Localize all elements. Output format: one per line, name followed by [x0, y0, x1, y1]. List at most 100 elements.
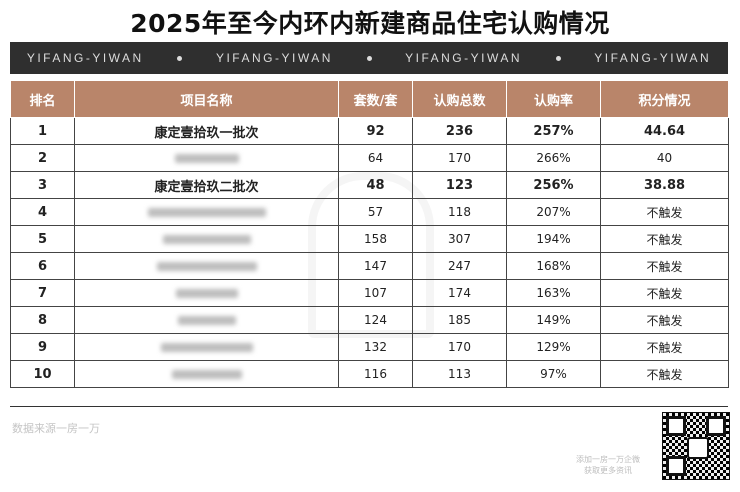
rate-cell: 149%	[506, 306, 601, 334]
project-name-cell: 康定壹拾玖一批次	[74, 117, 339, 145]
header-rank: 排名	[10, 80, 75, 118]
units-cell: 158	[338, 225, 413, 253]
table-row: 10 116 113 97% 不触发	[10, 360, 729, 388]
rate-cell: 266%	[506, 144, 601, 172]
redacted-name	[160, 343, 253, 352]
brand-banner: YIFANG-YIWAN YIFANG-YIWAN YIFANG-YIWAN Y…	[10, 42, 728, 74]
redacted-name	[156, 262, 257, 271]
qr-logo-icon	[687, 437, 709, 459]
redacted-name	[174, 154, 239, 163]
qr-finder	[666, 456, 686, 476]
qr-caption-line: 添加一房一万企微	[576, 455, 640, 464]
total-cell: 185	[412, 306, 507, 334]
project-name-cell	[74, 306, 339, 334]
banner-text: YIFANG-YIWAN	[405, 51, 523, 65]
table-row: 8 124 185 149% 不触发	[10, 306, 729, 334]
total-cell: 247	[412, 252, 507, 280]
rank-cell: 1	[10, 117, 75, 145]
page-title: 2025年至今内环内新建商品住宅认购情况	[130, 9, 610, 38]
rate-cell: 257%	[506, 117, 601, 145]
total-cell: 118	[412, 198, 507, 226]
units-cell: 107	[338, 279, 413, 307]
redacted-name	[162, 235, 251, 244]
score-cell: 38.88	[600, 171, 729, 199]
footer-divider	[10, 406, 728, 407]
total-cell: 170	[412, 333, 507, 361]
qr-caption-line: 获取更多资讯	[584, 466, 632, 475]
header-project-name: 项目名称	[74, 80, 339, 118]
score-cell: 不触发	[600, 252, 729, 280]
rank-cell: 3	[10, 171, 75, 199]
header-score: 积分情况	[600, 80, 729, 118]
qr-caption: 添加一房一万企微 获取更多资讯	[560, 454, 656, 476]
table-row: 4 57 118 207% 不触发	[10, 198, 729, 226]
score-cell: 不触发	[600, 360, 729, 388]
total-cell: 307	[412, 225, 507, 253]
rank-cell: 8	[10, 306, 75, 334]
rate-cell: 129%	[506, 333, 601, 361]
rate-cell: 163%	[506, 279, 601, 307]
banner-text: YIFANG-YIWAN	[594, 51, 712, 65]
subscription-table: 排名 项目名称 套数/套 认购总数 认购率 积分情况 1 康定壹拾玖一批次 92 23…	[10, 80, 729, 388]
rank-cell: 2	[10, 144, 75, 172]
table-row: 7 107 174 163% 不触发	[10, 279, 729, 307]
units-cell: 147	[338, 252, 413, 280]
rank-cell: 5	[10, 225, 75, 253]
qr-finder	[666, 416, 686, 436]
table-row: 1 康定壹拾玖一批次 92 236 257% 44.64	[10, 117, 729, 145]
project-name-cell	[74, 360, 339, 388]
header-rate: 认购率	[506, 80, 601, 118]
redacted-name	[177, 316, 236, 325]
table-row: 5 158 307 194% 不触发	[10, 225, 729, 253]
total-cell: 113	[412, 360, 507, 388]
rate-cell: 207%	[506, 198, 601, 226]
total-cell: 236	[412, 117, 507, 145]
score-cell: 不触发	[600, 279, 729, 307]
table-row: 2 64 170 266% 40	[10, 144, 729, 172]
rank-cell: 7	[10, 279, 75, 307]
table-header-row: 排名 项目名称 套数/套 认购总数 认购率 积分情况	[10, 80, 729, 118]
rank-cell: 6	[10, 252, 75, 280]
header-total: 认购总数	[412, 80, 507, 118]
redacted-name	[171, 370, 242, 379]
units-cell: 92	[338, 117, 413, 145]
units-cell: 64	[338, 144, 413, 172]
rate-cell: 97%	[506, 360, 601, 388]
score-cell: 不触发	[600, 306, 729, 334]
total-cell: 123	[412, 171, 507, 199]
score-cell: 40	[600, 144, 729, 172]
qr-code[interactable]	[662, 412, 730, 480]
project-name-cell	[74, 198, 339, 226]
units-cell: 48	[338, 171, 413, 199]
banner-text: YIFANG-YIWAN	[26, 51, 144, 65]
score-cell: 44.64	[600, 117, 729, 145]
units-cell: 57	[338, 198, 413, 226]
score-cell: 不触发	[600, 198, 729, 226]
project-name-cell	[74, 279, 339, 307]
table-row: 6 147 247 168% 不触发	[10, 252, 729, 280]
redacted-name	[175, 289, 238, 298]
units-cell: 116	[338, 360, 413, 388]
project-name-cell	[74, 333, 339, 361]
rate-cell: 168%	[506, 252, 601, 280]
units-cell: 132	[338, 333, 413, 361]
table-row: 9 132 170 129% 不触发	[10, 333, 729, 361]
project-name-cell: 康定壹拾玖二批次	[74, 171, 339, 199]
project-name-cell	[74, 225, 339, 253]
banner-text: YIFANG-YIWAN	[215, 51, 333, 65]
total-cell: 174	[412, 279, 507, 307]
total-cell: 170	[412, 144, 507, 172]
rate-cell: 256%	[506, 171, 601, 199]
table-row: 3 康定壹拾玖二批次 48 123 256% 38.88	[10, 171, 729, 199]
banner-dot	[177, 55, 183, 61]
rank-cell: 10	[10, 360, 75, 388]
project-name-cell	[74, 144, 339, 172]
score-cell: 不触发	[600, 225, 729, 253]
rank-cell: 4	[10, 198, 75, 226]
banner-dot	[366, 55, 372, 61]
redacted-name	[147, 208, 266, 217]
rank-cell: 9	[10, 333, 75, 361]
header-units: 套数/套	[338, 80, 413, 118]
data-source: 数据来源一房一万	[12, 422, 100, 435]
project-name-cell	[74, 252, 339, 280]
